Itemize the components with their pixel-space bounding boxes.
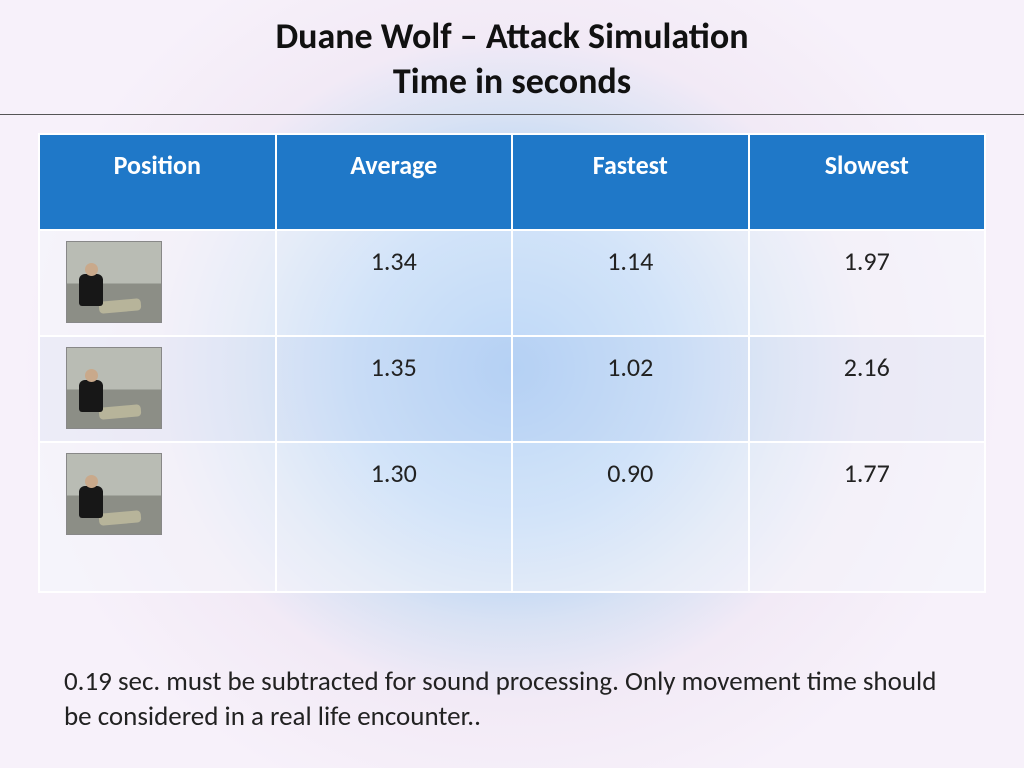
footnote-text: 0.19 sec. must be subtracted for sound p… [64,664,944,734]
position-thumbnail-icon [66,241,162,323]
table-row: 1.30 0.90 1.77 [39,442,985,592]
col-slowest: Slowest [749,134,986,230]
table-row: 1.34 1.14 1.97 [39,230,985,336]
title-line-2: Time in seconds [393,59,631,103]
cell-fastest: 1.14 [512,230,749,336]
cell-slowest: 1.97 [749,230,986,336]
title-line-1: Duane Wolf – Attack Simulation [275,14,748,58]
slide-title: Duane Wolf – Attack Simulation Time in s… [0,14,1024,104]
cell-position [39,230,276,336]
cell-average: 1.30 [276,442,513,592]
title-block: Duane Wolf – Attack Simulation Time in s… [0,0,1024,115]
position-thumbnail-icon [66,347,162,429]
data-table: Position Average Fastest Slowest 1.34 1.… [38,133,986,593]
cell-fastest: 0.90 [512,442,749,592]
cell-slowest: 2.16 [749,336,986,442]
slide: Duane Wolf – Attack Simulation Time in s… [0,0,1024,768]
table-row: 1.35 1.02 2.16 [39,336,985,442]
cell-position [39,442,276,592]
col-fastest: Fastest [512,134,749,230]
cell-slowest: 1.77 [749,442,986,592]
col-position: Position [39,134,276,230]
cell-fastest: 1.02 [512,336,749,442]
table-header-row: Position Average Fastest Slowest [39,134,985,230]
cell-average: 1.34 [276,230,513,336]
position-thumbnail-icon [66,453,162,535]
col-average: Average [276,134,513,230]
cell-position [39,336,276,442]
data-table-wrap: Position Average Fastest Slowest 1.34 1.… [38,133,986,593]
cell-average: 1.35 [276,336,513,442]
